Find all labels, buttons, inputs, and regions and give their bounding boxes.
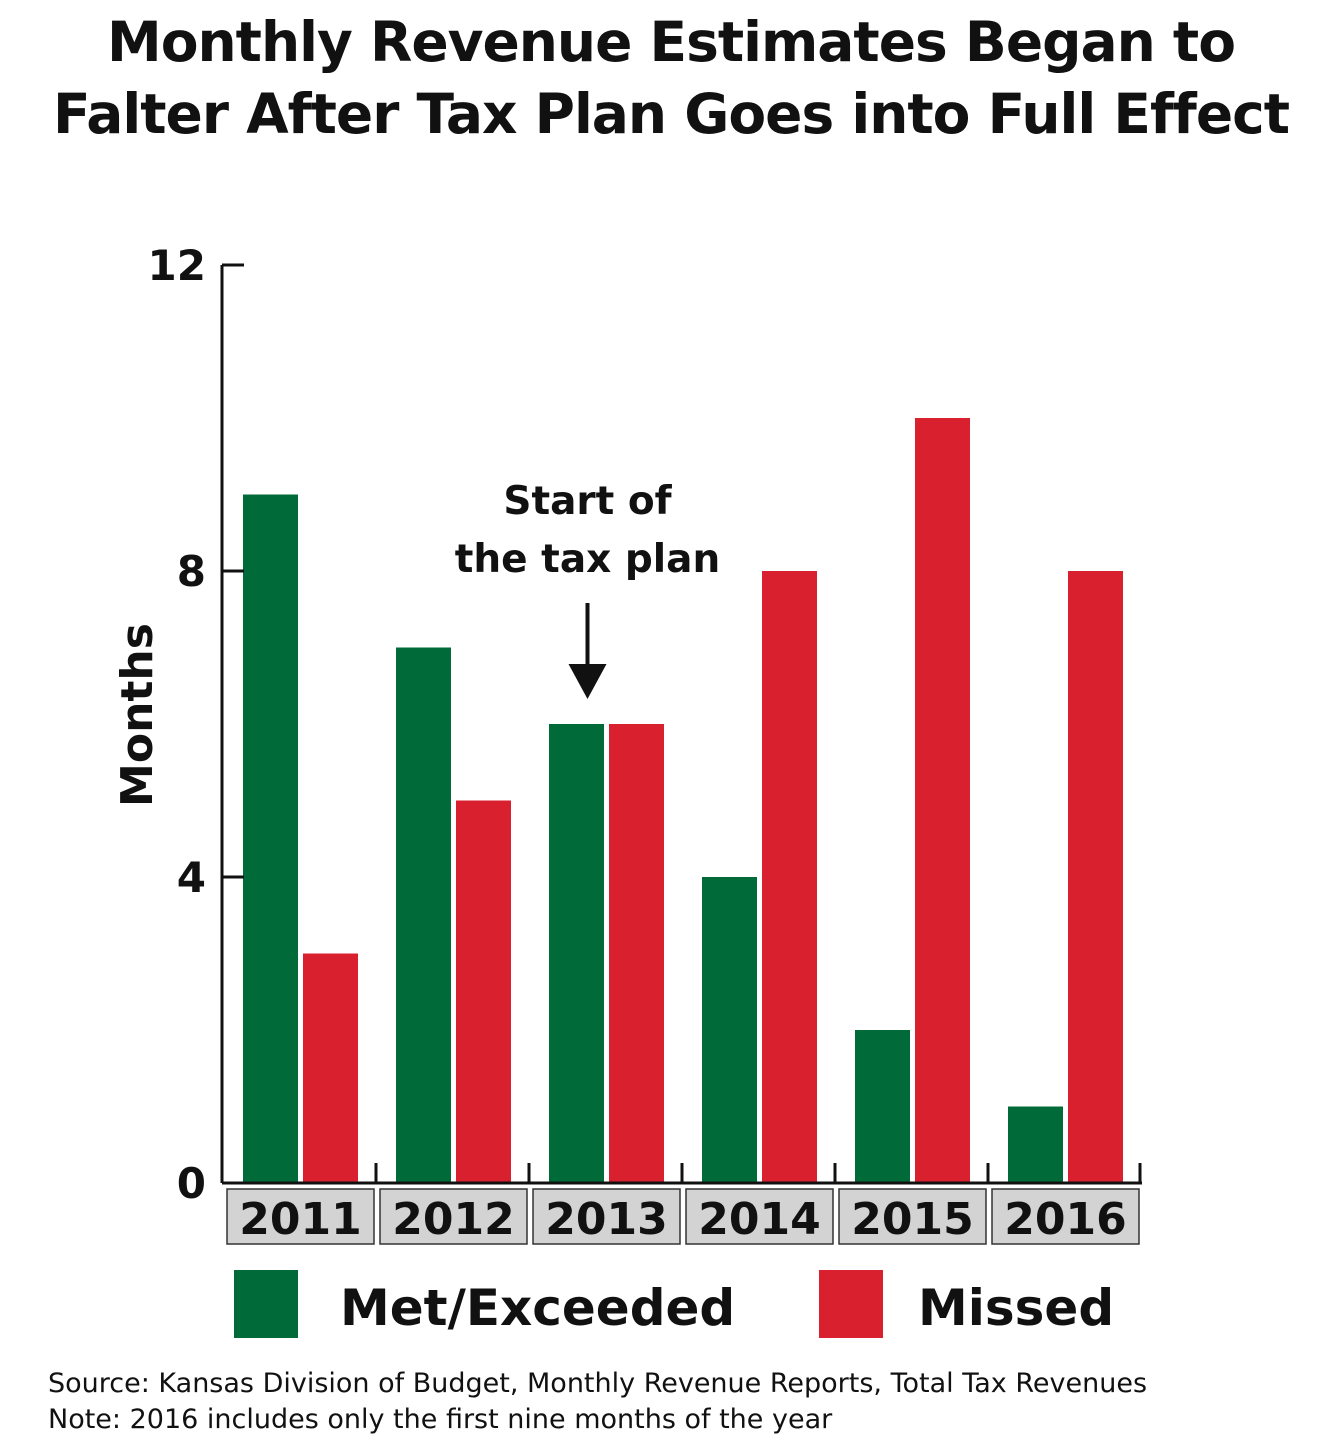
y-tick-label-0: 0 — [177, 1159, 206, 1208]
x-tick-label-2013: 2013 — [545, 1194, 667, 1245]
y-tick-label-8: 8 — [177, 547, 206, 596]
y-tick-label-12: 12 — [148, 241, 206, 290]
x-label-box-2015 — [838, 1188, 987, 1245]
bar-met-exceeded-2013 — [549, 724, 604, 1183]
x-tick-label-2014: 2014 — [698, 1194, 820, 1245]
x-tick-label-2012: 2012 — [392, 1194, 514, 1245]
title-line-1: Monthly Revenue Estimates Began to — [107, 10, 1236, 74]
bar-met-exceeded-2011 — [243, 494, 298, 1183]
bar-missed-2012 — [456, 800, 511, 1183]
bar-missed-2014 — [762, 571, 817, 1183]
legend: Met/Exceeded Missed — [234, 1270, 1114, 1338]
legend-label-missed: Missed — [918, 1279, 1114, 1337]
chart-title: Monthly Revenue Estimates Began to Falte… — [0, 6, 1342, 150]
y-axis-label: Months — [112, 623, 163, 807]
bar-missed-2016 — [1068, 571, 1123, 1183]
x-label-box-2014 — [685, 1188, 834, 1245]
footnote: Note: 2016 includes only the first nine … — [48, 1404, 833, 1435]
x-tick-label-2011: 2011 — [239, 1194, 361, 1245]
x-label-box-2013 — [532, 1188, 681, 1245]
x-axis: 2011 2012 2013 2014 2015 2016 — [222, 1163, 1142, 1245]
x-tick-label-2015: 2015 — [851, 1194, 973, 1245]
bar-missed-2015 — [915, 418, 970, 1183]
x-label-box-2016 — [991, 1188, 1140, 1245]
bar-met-exceeded-2012 — [396, 647, 451, 1183]
bars-group — [243, 418, 1123, 1183]
annotation-text-line-1: Start of — [503, 479, 672, 524]
bar-missed-2013 — [609, 724, 664, 1183]
y-tick-label-4: 4 — [177, 853, 206, 902]
bar-met-exceeded-2014 — [702, 877, 757, 1183]
annotation-text-line-2: the tax plan — [455, 537, 721, 582]
title-line-2: Falter After Tax Plan Goes into Full Eff… — [52, 82, 1290, 146]
x-label-box-2011 — [226, 1188, 375, 1245]
bar-met-exceeded-2015 — [855, 1030, 910, 1183]
bar-met-exceeded-2016 — [1008, 1106, 1063, 1183]
x-label-box-2012 — [379, 1188, 528, 1245]
annotation-arrow-head — [568, 664, 607, 699]
x-tick-label-2016: 2016 — [1004, 1194, 1126, 1245]
legend-label-met-exceeded: Met/Exceeded — [340, 1279, 735, 1337]
annotation-group: Start of the tax plan — [455, 479, 721, 699]
source-note: Source: Kansas Division of Budget, Month… — [48, 1368, 1148, 1399]
bar-missed-2011 — [303, 953, 358, 1183]
y-axis: 0 4 8 12 — [148, 241, 244, 1208]
legend-swatch-missed — [819, 1270, 883, 1338]
legend-swatch-met-exceeded — [234, 1270, 298, 1338]
footer: Source: Kansas Division of Budget, Month… — [48, 1366, 1147, 1438]
